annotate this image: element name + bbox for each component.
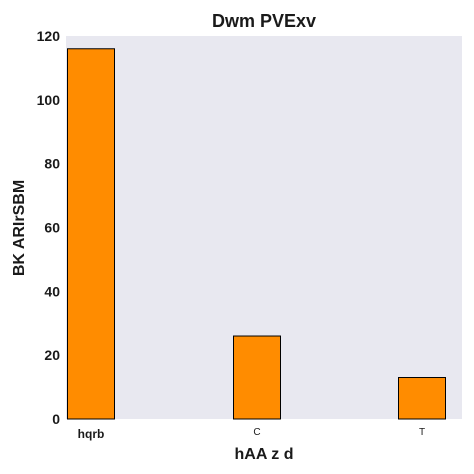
- chart-title: Dwm PVExv: [212, 11, 316, 31]
- y-tick-label: 60: [44, 220, 60, 236]
- y-tick-label: 100: [37, 92, 61, 108]
- bar-C: [233, 335, 281, 420]
- y-axis-label: BK ARIrSBM: [11, 180, 28, 276]
- y-ticks-group: 0 20 40 60 80 100 120: [37, 28, 61, 427]
- x-ticks-group: hqrb C T: [78, 427, 425, 441]
- y-tick-label: 0: [52, 411, 60, 427]
- y-tick-label: 80: [44, 156, 60, 172]
- x-axis-label: hAA z d: [235, 446, 294, 463]
- y-tick-label: 20: [44, 347, 60, 363]
- y-tick-label: 120: [37, 28, 61, 44]
- x-tick-label: hqrb: [78, 427, 105, 441]
- x-tick-label: C: [253, 427, 260, 438]
- bar-hqrb: [67, 48, 115, 420]
- bar-T: [398, 377, 446, 420]
- bars-group: [67, 48, 446, 420]
- x-tick-label: T: [419, 427, 425, 438]
- y-tick-label: 40: [44, 283, 60, 299]
